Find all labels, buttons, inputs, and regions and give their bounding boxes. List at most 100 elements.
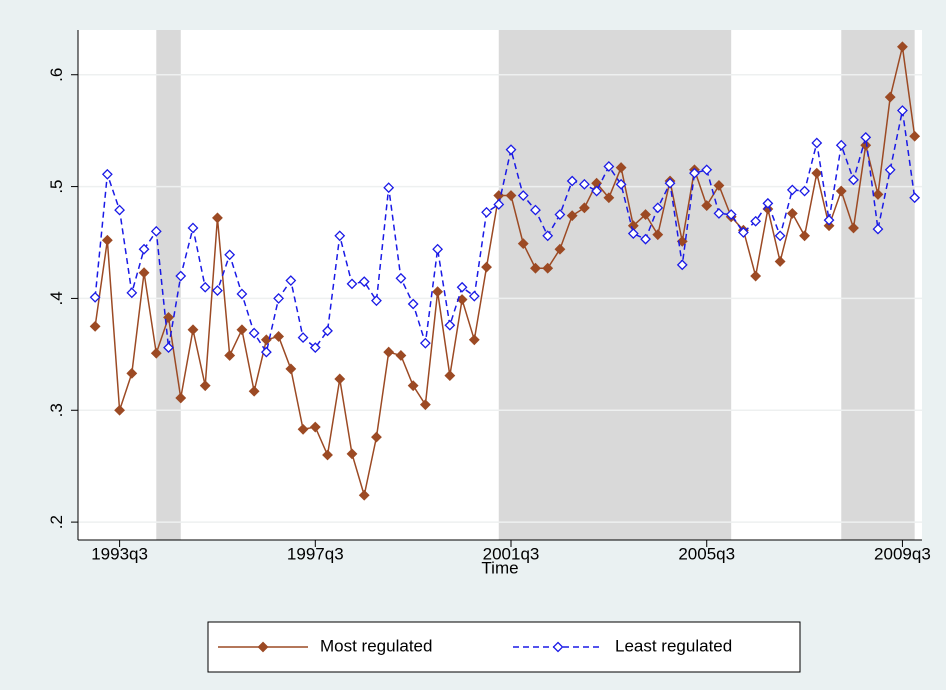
marker xyxy=(897,105,908,116)
marker xyxy=(860,139,872,151)
marker xyxy=(101,168,113,180)
marker xyxy=(468,290,480,302)
marker xyxy=(799,230,810,242)
marker xyxy=(603,192,615,204)
marker xyxy=(297,332,309,343)
marker xyxy=(383,346,395,358)
marker xyxy=(640,233,651,245)
marker xyxy=(236,324,248,336)
marker xyxy=(627,228,639,239)
marker xyxy=(114,204,126,216)
marker xyxy=(468,334,480,346)
legend-marker xyxy=(257,641,269,653)
marker xyxy=(823,220,835,232)
marker xyxy=(737,227,749,238)
marker xyxy=(786,208,798,219)
marker xyxy=(860,131,872,143)
marker xyxy=(395,350,407,361)
marker xyxy=(909,192,921,204)
shaded-region xyxy=(156,30,181,540)
marker xyxy=(224,350,236,361)
marker xyxy=(713,208,725,219)
marker xyxy=(578,178,590,190)
marker xyxy=(456,281,468,293)
marker xyxy=(322,449,333,461)
marker xyxy=(395,272,407,284)
marker xyxy=(224,249,236,261)
marker xyxy=(848,222,859,234)
x-tick-label: 2009q3 xyxy=(874,544,931,563)
marker xyxy=(138,243,150,255)
marker xyxy=(248,327,260,339)
marker xyxy=(652,229,664,241)
marker xyxy=(750,215,762,227)
marker xyxy=(371,431,382,443)
marker xyxy=(897,41,908,53)
marker xyxy=(150,347,162,359)
marker xyxy=(505,190,517,201)
marker xyxy=(163,342,174,354)
marker xyxy=(786,184,798,196)
x-axis-title: Time xyxy=(481,558,518,577)
y-tick-label: .4 xyxy=(47,291,66,305)
y-tick-label: .2 xyxy=(47,515,66,529)
marker xyxy=(212,212,223,224)
marker xyxy=(334,373,346,385)
marker xyxy=(835,139,847,151)
marker xyxy=(419,337,431,349)
marker xyxy=(823,214,835,226)
marker xyxy=(615,162,627,173)
marker xyxy=(89,320,101,332)
series-line xyxy=(94,46,916,496)
marker xyxy=(774,256,786,267)
marker xyxy=(285,363,297,375)
marker xyxy=(444,319,456,331)
marker xyxy=(517,238,529,250)
marker xyxy=(236,288,248,300)
marker xyxy=(346,448,358,460)
marker xyxy=(444,370,456,382)
marker xyxy=(138,267,150,279)
marker xyxy=(187,222,199,234)
marker xyxy=(774,230,786,242)
marker xyxy=(566,175,578,187)
legend-label: Least regulated xyxy=(615,636,732,655)
marker xyxy=(273,293,285,304)
marker xyxy=(566,210,578,222)
marker xyxy=(309,342,321,354)
y-tick-label: .5 xyxy=(47,179,66,193)
marker xyxy=(615,178,627,190)
x-tick-label: 2001q3 xyxy=(483,544,540,563)
marker xyxy=(799,185,810,197)
marker xyxy=(322,325,333,337)
marker xyxy=(273,331,285,342)
marker xyxy=(260,346,272,358)
marker xyxy=(89,291,101,303)
legend-label: Most regulated xyxy=(320,636,432,655)
marker xyxy=(248,385,260,397)
x-tick-label: 1993q3 xyxy=(91,544,148,563)
marker xyxy=(297,423,309,435)
marker xyxy=(371,295,382,307)
marker xyxy=(126,287,138,299)
marker xyxy=(542,262,554,274)
marker xyxy=(713,180,725,191)
marker xyxy=(346,278,358,290)
marker xyxy=(750,270,762,282)
marker xyxy=(530,262,541,274)
marker xyxy=(652,202,664,214)
marker xyxy=(126,367,138,379)
x-tick-label: 1997q3 xyxy=(287,544,344,563)
marker xyxy=(114,404,126,416)
marker xyxy=(909,130,921,142)
y-tick-label: .3 xyxy=(47,403,66,417)
marker xyxy=(407,298,419,310)
marker xyxy=(578,202,590,214)
marker xyxy=(481,261,492,273)
marker xyxy=(872,188,884,200)
marker xyxy=(199,380,211,392)
marker xyxy=(530,204,541,216)
marker xyxy=(517,190,529,201)
marker xyxy=(811,137,823,149)
